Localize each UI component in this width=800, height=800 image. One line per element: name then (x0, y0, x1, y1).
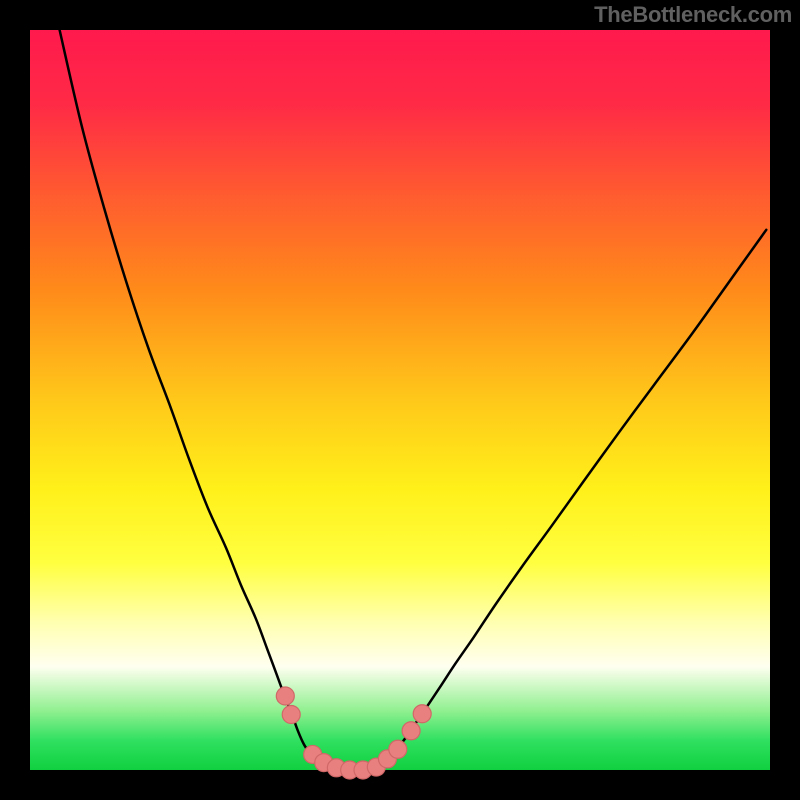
marker-point (413, 705, 431, 723)
chart-stage: TheBottleneck.com (0, 0, 800, 800)
plot-background (30, 30, 770, 770)
marker-point (402, 722, 420, 740)
watermark-text: TheBottleneck.com (594, 2, 792, 28)
bottleneck-chart (0, 0, 800, 800)
marker-point (389, 740, 407, 758)
marker-point (282, 706, 300, 724)
marker-point (276, 687, 294, 705)
